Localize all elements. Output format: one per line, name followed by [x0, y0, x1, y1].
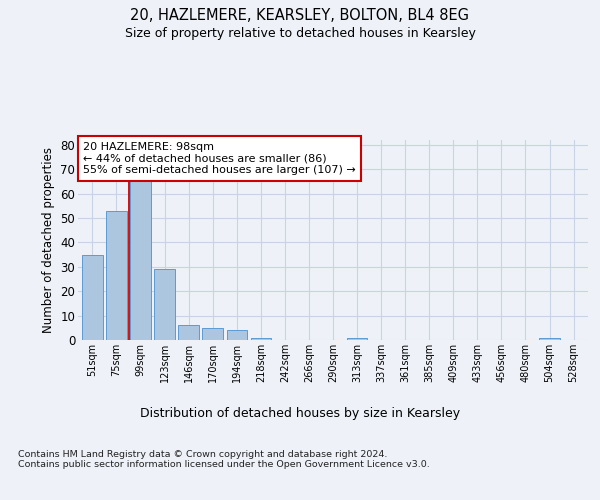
Bar — [347, 338, 367, 340]
Bar — [154, 270, 175, 340]
Text: 20 HAZLEMERE: 98sqm
← 44% of detached houses are smaller (86)
55% of semi-detach: 20 HAZLEMERE: 98sqm ← 44% of detached ho… — [83, 142, 356, 175]
Bar — [130, 176, 151, 340]
Y-axis label: Number of detached properties: Number of detached properties — [42, 147, 55, 333]
Bar — [106, 210, 127, 340]
Bar — [227, 330, 247, 340]
Text: Size of property relative to detached houses in Kearsley: Size of property relative to detached ho… — [125, 28, 475, 40]
Bar — [82, 254, 103, 340]
Text: Distribution of detached houses by size in Kearsley: Distribution of detached houses by size … — [140, 408, 460, 420]
Bar — [251, 338, 271, 340]
Bar — [178, 326, 199, 340]
Bar — [539, 338, 560, 340]
Text: 20, HAZLEMERE, KEARSLEY, BOLTON, BL4 8EG: 20, HAZLEMERE, KEARSLEY, BOLTON, BL4 8EG — [131, 8, 470, 22]
Bar — [202, 328, 223, 340]
Text: Contains HM Land Registry data © Crown copyright and database right 2024.
Contai: Contains HM Land Registry data © Crown c… — [18, 450, 430, 469]
